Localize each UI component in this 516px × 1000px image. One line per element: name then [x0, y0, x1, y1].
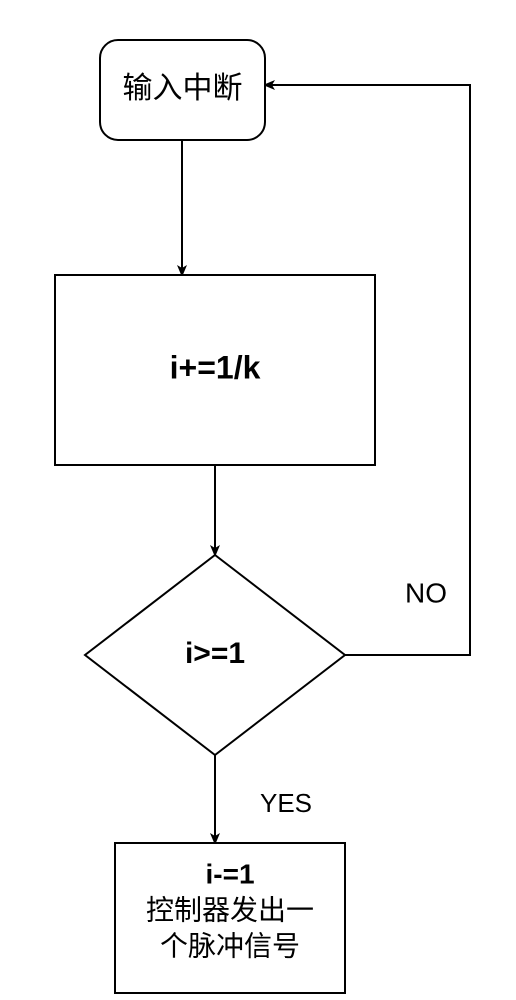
- node-inc: i+=1/k: [55, 275, 375, 465]
- node-act-line2: 控制器发出一: [146, 894, 314, 925]
- node-inc-label: i+=1/k: [170, 349, 261, 385]
- node-cond: i>=1: [85, 555, 345, 755]
- edge-label-yes: YES: [260, 788, 312, 818]
- node-act: i-=1 控制器发出一 个脉冲信号: [115, 843, 345, 993]
- node-act-line3: 个脉冲信号: [160, 930, 300, 961]
- edge-label-no: NO: [405, 577, 447, 608]
- node-cond-label: i>=1: [185, 637, 245, 670]
- edge-cond-yes: YES: [215, 755, 312, 843]
- node-start-label: 输入中断: [123, 72, 243, 105]
- flowchart-canvas: YES NO 输入中断 i+=1/k i>=1 i-=1 控制器发出一 个脉冲信…: [0, 0, 516, 1000]
- node-start: 输入中断: [100, 40, 265, 140]
- node-act-line1: i-=1: [205, 858, 254, 889]
